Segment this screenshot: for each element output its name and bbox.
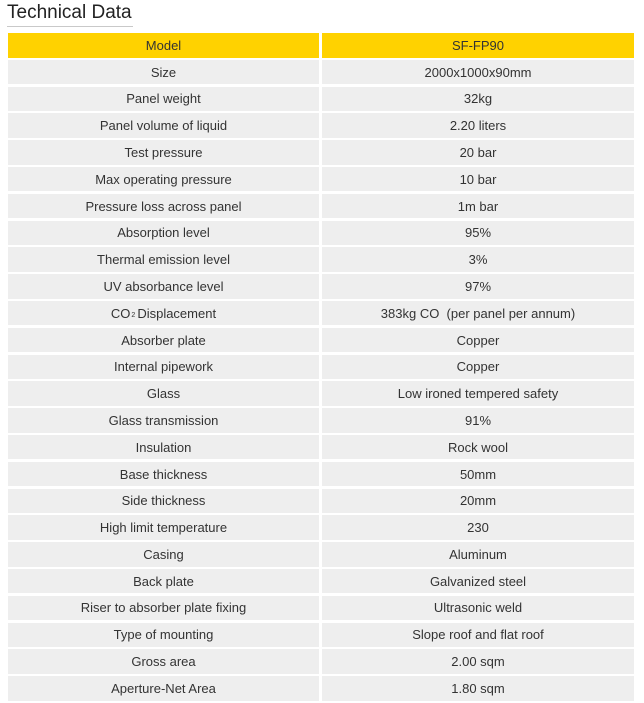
- spec-label: Internal pipework: [8, 354, 319, 380]
- table-row: Test pressure 20 bar: [8, 140, 634, 165]
- spec-value: 2000x1000x90mm: [322, 59, 634, 85]
- spec-label: UV absorbance level: [8, 274, 319, 299]
- spec-label: Casing: [8, 542, 319, 567]
- spec-value: 91%: [322, 408, 634, 433]
- spec-value: 32kg: [322, 86, 634, 112]
- table-row: CO 2 Displacement 383kg CO (per panel per …: [8, 300, 634, 326]
- table-row: Absorber plate Copper: [8, 327, 634, 353]
- spec-label: CO 2 Displacement: [8, 300, 319, 326]
- spec-value: 95%: [322, 220, 634, 246]
- table-row: Gross area 2.00 sqm: [8, 649, 634, 674]
- spec-label: Panel volume of liquid: [8, 113, 319, 138]
- spec-label: Absorption level: [8, 220, 319, 246]
- spec-label: Glass transmission: [8, 408, 319, 433]
- spec-label: Panel weight: [8, 86, 319, 112]
- table-header-row: Model SF-FP90: [8, 33, 634, 58]
- table-row: Glass transmission 91%: [8, 408, 634, 433]
- spec-label: Max operating pressure: [8, 166, 319, 192]
- spec-value: 50mm: [322, 461, 634, 487]
- spec-value: 2.00 sqm: [322, 649, 634, 674]
- spec-label: Size: [8, 59, 319, 85]
- table-row: Insulation Rock wool: [8, 434, 634, 460]
- spec-label: Type of mounting: [8, 622, 319, 648]
- spec-value: 97%: [322, 274, 634, 299]
- spec-label: Pressure loss across panel: [8, 193, 319, 219]
- header-value-cell: SF-FP90: [322, 33, 634, 58]
- spec-value: Rock wool: [322, 434, 634, 460]
- spec-label: Aperture-Net Area: [8, 676, 319, 701]
- spec-label: Glass: [8, 381, 319, 406]
- spec-value: 1.80 sqm: [322, 676, 634, 701]
- co2-subscript: 2: [131, 311, 136, 319]
- table-row: Absorption level 95%: [8, 220, 634, 246]
- spec-label: Base thickness: [8, 461, 319, 487]
- spec-value: Slope roof and flat roof: [322, 622, 634, 648]
- table-row: UV absorbance level 97%: [8, 274, 634, 299]
- spec-value: 1m bar: [322, 193, 634, 219]
- spec-value: 20mm: [322, 488, 634, 514]
- spec-label: Thermal emission level: [8, 247, 319, 272]
- table-row: Panel weight 32kg: [8, 86, 634, 112]
- spec-label: Gross area: [8, 649, 319, 674]
- table-row: Casing Aluminum: [8, 542, 634, 567]
- table-row: Back plate Galvanized steel: [8, 568, 634, 594]
- spec-value: 10 bar: [322, 166, 634, 192]
- spec-label: Back plate: [8, 568, 319, 594]
- table-row: Aperture-Net Area 1.80 sqm: [8, 676, 634, 701]
- spec-value: Aluminum: [322, 542, 634, 567]
- spec-value: 383kg CO (per panel per annum): [322, 300, 634, 326]
- spec-label: Side thickness: [8, 488, 319, 514]
- table-row: Side thickness 20mm: [8, 488, 634, 514]
- spec-value: 20 bar: [322, 140, 634, 165]
- spec-value: Copper: [322, 354, 634, 380]
- spec-value: Copper: [322, 327, 634, 353]
- spec-value: Ultrasonic weld: [322, 595, 634, 621]
- section-header: Technical Data: [7, 2, 133, 27]
- table-row: Thermal emission level 3%: [8, 247, 634, 272]
- spec-value: 2.20 liters: [322, 113, 634, 138]
- header-label-cell: Model: [8, 33, 319, 58]
- spec-label: High limit temperature: [8, 515, 319, 540]
- table-row: Pressure loss across panel 1m bar: [8, 193, 634, 219]
- spec-value: 3%: [322, 247, 634, 272]
- table-row: Internal pipework Copper: [8, 354, 634, 380]
- page-title: Technical Data: [7, 2, 132, 23]
- spec-label: Test pressure: [8, 140, 319, 165]
- table-row: Base thickness 50mm: [8, 461, 634, 487]
- spec-value: Low ironed tempered safety: [322, 381, 634, 406]
- table-row: Type of mounting Slope roof and flat roo…: [8, 622, 634, 648]
- spec-label: Absorber plate: [8, 327, 319, 353]
- spec-value: 230: [322, 515, 634, 540]
- table-row: Riser to absorber plate fixing Ultrasoni…: [8, 595, 634, 621]
- co2-prefix: CO: [110, 305, 131, 321]
- table-row: Size 2000x1000x90mm: [8, 59, 634, 85]
- spec-label: Riser to absorber plate fixing: [8, 595, 319, 621]
- spec-value: Galvanized steel: [322, 568, 634, 594]
- table-row: Glass Low ironed tempered safety: [8, 381, 634, 406]
- table-row: Panel volume of liquid 2.20 liters: [8, 113, 634, 138]
- co2-suffix: Displacement: [137, 305, 217, 321]
- table-row: Max operating pressure 10 bar: [8, 166, 634, 192]
- spec-label: Insulation: [8, 434, 319, 460]
- table-row: High limit temperature 230: [8, 515, 634, 540]
- technical-data-table: Model SF-FP90 Size 2000x1000x90mm Panel …: [8, 33, 634, 703]
